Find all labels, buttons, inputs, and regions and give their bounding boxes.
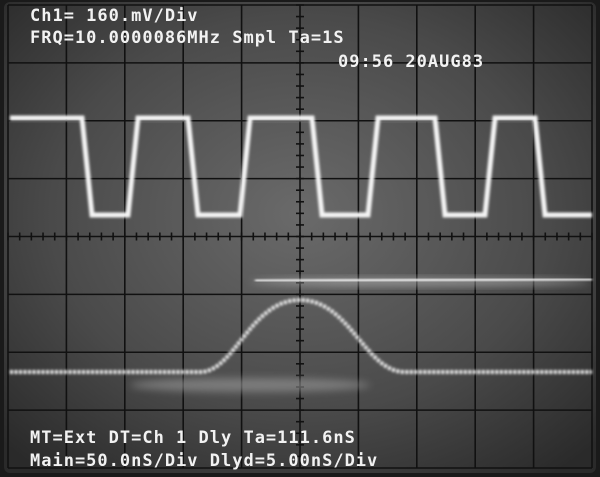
channel-scale: Ch1= 160.mV/Div xyxy=(30,6,199,26)
timebase: Main=50.0nS/Div Dlyd=5.00nS/Div xyxy=(30,451,378,471)
timestamp: 09:56 20AUG83 xyxy=(338,52,484,72)
frequency: FRQ=10.0000086MHz Smpl Ta=1S xyxy=(30,28,345,48)
trigger: MT=Ext DT=Ch 1 Dly Ta=111.6nS xyxy=(30,428,356,448)
reflection xyxy=(130,378,370,392)
oscilloscope-screen: Ch1= 160.mV/Div FRQ=10.0000086MHz Smpl T… xyxy=(0,0,600,477)
page: {"readout": { "channel_scale": "Ch1= 160… xyxy=(0,0,600,477)
reference-trace xyxy=(255,279,592,281)
